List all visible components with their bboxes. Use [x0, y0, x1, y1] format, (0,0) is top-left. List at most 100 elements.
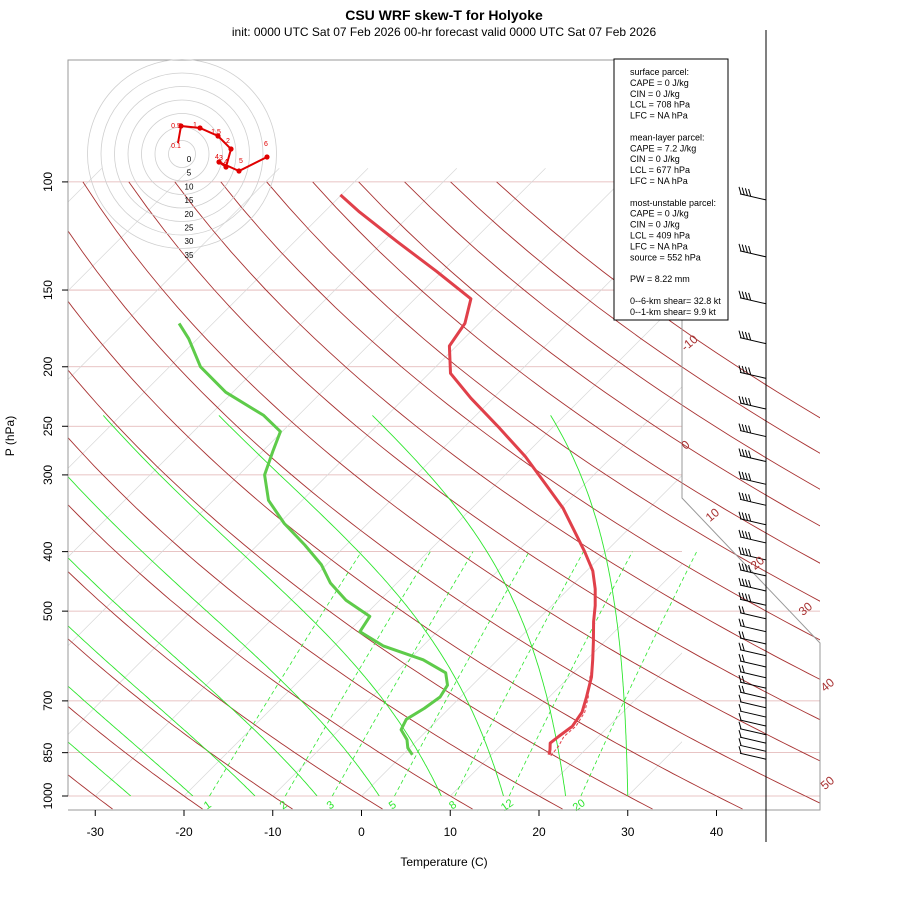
wind-barb-flag: [738, 618, 742, 626]
hodograph-ring: [100, 72, 264, 236]
wind-barb-flag: [741, 512, 745, 520]
isotherm-line: [703, 168, 900, 809]
hodograph-ring-label: 15: [185, 196, 194, 205]
isotherm-lines: [0, 167, 900, 809]
wind-barb-flag: [741, 331, 745, 339]
wind-barb-flag: [748, 367, 752, 375]
wind-barb: [739, 649, 767, 657]
hodograph-ring-label: 20: [185, 210, 194, 219]
hodograph-ring: [141, 113, 223, 195]
wind-barb: [739, 569, 767, 577]
wind-barb-flag: [738, 675, 742, 683]
mixing-ratio-label: 3: [325, 799, 337, 812]
wind-barb: [739, 584, 767, 592]
parcel-info-line: surface parcel:: [630, 67, 689, 77]
wind-barb: [739, 498, 767, 506]
wind-barb-flag: [738, 423, 742, 431]
wind-barb-flag: [748, 398, 752, 406]
wind-barb-flag: [744, 188, 748, 196]
wind-barb-flag: [741, 365, 745, 374]
isotherm-line: [538, 652, 682, 796]
isotherm-line: [68, 167, 103, 203]
plot-frame: [67, 59, 821, 811]
moist-adiabat-line: [550, 415, 629, 796]
hodograph-height-label: 3: [219, 155, 223, 162]
isobar-lines: [68, 181, 820, 797]
hodograph-point: [178, 123, 184, 129]
x-axis-label: Temperature (C): [400, 855, 487, 869]
wind-barb-flag: [738, 642, 742, 650]
wind-barb-flag: [744, 548, 748, 556]
parcel-info-line: LFC = NA hPa: [630, 241, 688, 251]
hodograph-height-label: 4: [215, 154, 219, 161]
wind-barb: [739, 744, 767, 752]
dry-adiabat-label: 30: [796, 599, 815, 619]
wind-barb-flag: [738, 730, 742, 738]
hodograph-point: [223, 164, 229, 170]
hodograph-height-label: 0.5: [171, 123, 181, 130]
wind-barb-flag: [741, 675, 745, 683]
wind-barb-flag: [741, 244, 745, 252]
wind-barb: [739, 371, 767, 379]
wind-barb: [739, 430, 767, 438]
wind-barb: [739, 612, 767, 620]
wind-barb-flag: [738, 653, 742, 662]
x-tick-label: -10: [264, 825, 282, 839]
y-axis: 100 150 200 250 300 400 500 700 850 1000: [41, 172, 68, 809]
hodograph-ring: [154, 126, 210, 182]
wind-barb-flag: [744, 579, 748, 587]
wind-barb-flag: [738, 448, 742, 456]
wind-barb-flag: [738, 664, 742, 672]
mixing-ratio-label: 5: [387, 799, 399, 812]
wind-barb: [739, 736, 767, 744]
parcel-info-line: CIN = 0 J/kg: [630, 220, 680, 230]
y-tick-label: 300: [41, 465, 55, 485]
dry-adiabat-line: [128, 181, 820, 721]
wind-barb-flag: [748, 594, 752, 602]
hodograph-point: [264, 154, 270, 160]
wind-barb-flag: [741, 547, 745, 555]
parcel-info-line: CAPE = 7.2 J/kg: [630, 143, 696, 153]
wind-barb-flag: [738, 630, 742, 639]
moist-adiabat-line: [68, 741, 132, 796]
mixing-ratio-line: [454, 551, 584, 797]
wind-barb: [739, 553, 767, 561]
wind-barb: [739, 193, 767, 201]
hodograph-ring-label: 0: [187, 155, 192, 164]
parcel-info-line: LFC = NA hPa: [630, 176, 688, 186]
dry-adiabat-line: [68, 230, 820, 804]
wind-barb-flag: [738, 712, 742, 721]
x-tick-label: 40: [710, 825, 724, 839]
wind-barb: [739, 752, 767, 760]
x-tick-label: 0: [358, 825, 365, 839]
wind-barb-flag: [738, 395, 742, 404]
dry-adiabat-line: [68, 774, 113, 810]
wind-barb: [739, 518, 767, 526]
hodograph-point: [215, 133, 221, 139]
wind-barb-flag: [738, 529, 742, 538]
wind-barb-flag: [741, 530, 745, 538]
mixing-ratio-line: [209, 551, 362, 797]
wind-barb-flag: [748, 579, 752, 588]
wind-barb-flag: [741, 619, 745, 627]
dry-adiabat-line: [68, 504, 473, 810]
wind-barb-flag: [748, 564, 752, 573]
hodograph-height-label: 5: [239, 158, 243, 165]
y-tick-label: 1000: [41, 782, 55, 809]
wind-barb-flag: [738, 186, 742, 195]
parcel-info-line: CIN = 0 J/kg: [630, 89, 680, 99]
hodograph: 0 5 10 15 20 25 30 35 0.5 1 1.5 2 344 5 6 0.1: [87, 59, 277, 260]
wind-barb-flag: [738, 592, 742, 600]
wind-barb-flag: [738, 243, 742, 252]
wind-barb-flag: [748, 332, 752, 340]
wind-barb-flag: [748, 450, 752, 458]
wind-barb-flag: [741, 563, 745, 571]
parcel-info-line: CAPE = 0 J/kg: [630, 78, 689, 88]
dry-adiabat-line: [68, 369, 653, 810]
x-tick-label: 10: [444, 825, 458, 839]
hodograph-point: [197, 125, 203, 131]
hodograph-point: [236, 168, 242, 174]
wind-barb-flag: [744, 513, 748, 521]
moist-adiabat-line: [68, 685, 194, 796]
isotherm-line: [0, 168, 13, 809]
